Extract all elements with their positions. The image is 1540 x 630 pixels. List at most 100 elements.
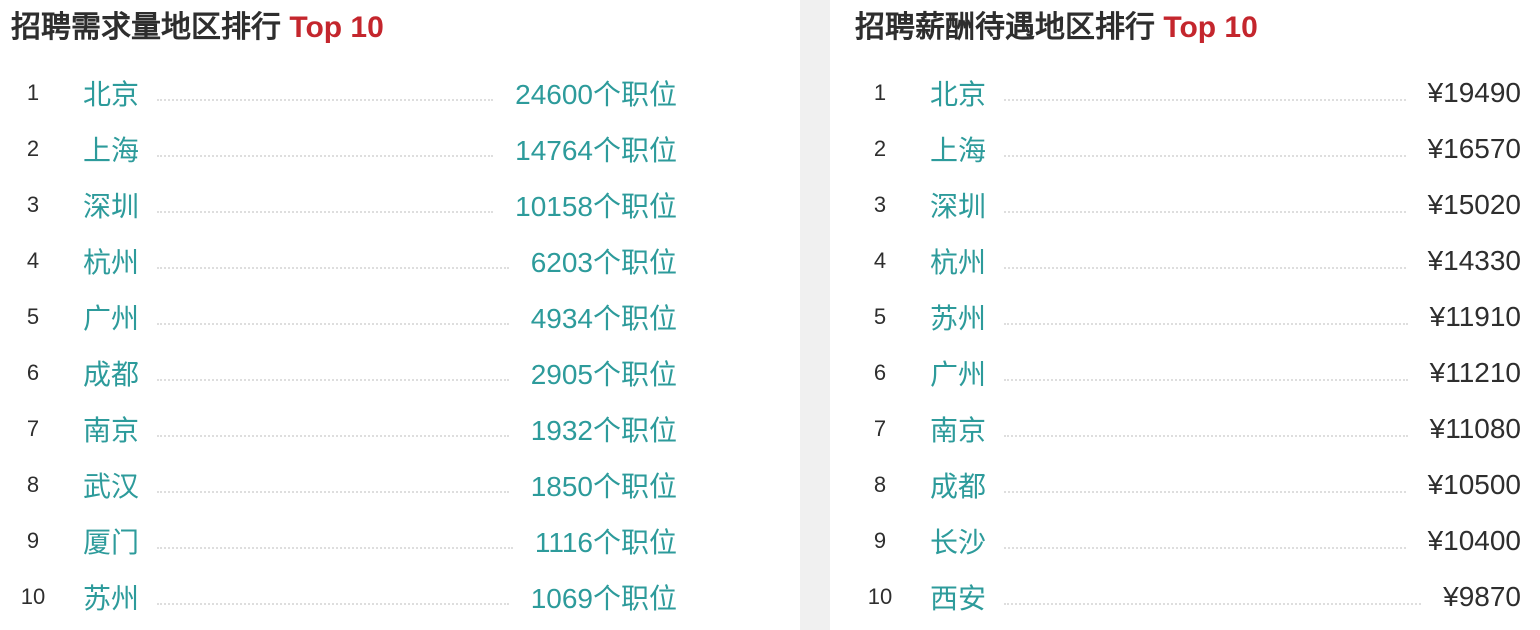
salary-ranking-list: 1 北京 ¥19490 2 上海 ¥16570 3 深圳 ¥15020 4 杭州 ¥14330 5 苏州 ¥… [830, 65, 1540, 625]
city-link[interactable]: 成都 [930, 471, 987, 502]
city-link[interactable]: 上海 [83, 135, 140, 166]
city-link[interactable]: 长沙 [930, 527, 987, 558]
rank-value[interactable]: 14764个职位 [515, 135, 677, 166]
list-item: 3 深圳 ¥15020 [830, 177, 1540, 233]
rank-number: 2 [873, 136, 887, 161]
city-link[interactable]: 深圳 [930, 191, 987, 222]
rank-number: 9 [873, 528, 887, 553]
list-item: 8 成都 ¥10500 [830, 457, 1540, 513]
demand-panel-title: 招聘需求量地区排行 Top 10 [0, 8, 800, 48]
list-item: 6 成都 2905个职位 [0, 345, 800, 401]
rank-value: ¥11910 [1429, 301, 1521, 332]
list-item: 10 西安 ¥9870 [830, 569, 1540, 625]
rank-value: ¥10400 [1427, 525, 1521, 556]
rank-value[interactable]: 2905个职位 [530, 359, 677, 390]
dotted-leader [1004, 491, 1406, 493]
salary-panel-title: 招聘薪酬待遇地区排行 Top 10 [830, 8, 1540, 48]
list-item: 7 南京 ¥11080 [830, 401, 1540, 457]
list-item: 8 武汉 1850个职位 [0, 457, 800, 513]
city-link[interactable]: 上海 [930, 135, 987, 166]
rank-value: ¥15020 [1427, 189, 1521, 220]
dotted-leader [157, 547, 513, 549]
rank-number: 10 [867, 584, 893, 609]
list-item: 6 广州 ¥11210 [830, 345, 1540, 401]
city-link[interactable]: 苏州 [83, 583, 140, 614]
rank-number: 9 [26, 528, 40, 553]
list-item: 9 长沙 ¥10400 [830, 513, 1540, 569]
rank-value[interactable]: 10158个职位 [515, 191, 677, 222]
rank-value: ¥11080 [1429, 413, 1521, 444]
dotted-leader [1004, 99, 1406, 101]
rank-number: 2 [26, 136, 40, 161]
rank-number: 1 [26, 80, 40, 105]
rank-number: 3 [873, 192, 887, 217]
list-item: 4 杭州 ¥14330 [830, 233, 1540, 289]
rank-number: 7 [873, 416, 887, 441]
rank-number: 8 [873, 472, 887, 497]
dotted-leader [157, 211, 494, 213]
rank-value[interactable]: 6203个职位 [530, 247, 677, 278]
rank-number: 3 [26, 192, 40, 217]
list-item: 2 上海 ¥16570 [830, 121, 1540, 177]
dotted-leader [157, 99, 494, 101]
city-link[interactable]: 西安 [930, 583, 987, 614]
city-link[interactable]: 北京 [930, 79, 987, 110]
rank-value[interactable]: 24600个职位 [515, 79, 677, 110]
rank-value[interactable]: 1932个职位 [530, 415, 677, 446]
rank-number: 5 [873, 304, 887, 329]
rank-value[interactable]: 1069个职位 [530, 583, 677, 614]
salary-panel-top10-badge: Top 10 [1163, 11, 1258, 44]
city-link[interactable]: 杭州 [930, 247, 987, 278]
list-item: 3 深圳 10158个职位 [0, 177, 800, 233]
rank-number: 5 [26, 304, 40, 329]
panel-divider [800, 0, 830, 630]
list-item: 7 南京 1932个职位 [0, 401, 800, 457]
demand-ranking-panel: 招聘需求量地区排行 Top 10 1 北京 24600个职位 2 上海 14764个职位 3… [0, 8, 800, 625]
list-item: 9 厦门 1116个职位 [0, 513, 800, 569]
rank-value: ¥10500 [1427, 469, 1521, 500]
city-link[interactable]: 深圳 [83, 191, 140, 222]
city-link[interactable]: 北京 [83, 79, 140, 110]
city-link[interactable]: 成都 [83, 359, 140, 390]
rank-value[interactable]: 1116个职位 [534, 527, 677, 558]
rank-number: 4 [873, 248, 887, 273]
dotted-leader [1004, 435, 1408, 437]
dotted-leader [157, 603, 509, 605]
rank-number: 10 [20, 584, 46, 609]
dotted-leader [1004, 547, 1406, 549]
list-item: 1 北京 ¥19490 [830, 65, 1540, 121]
rank-value: ¥16570 [1427, 133, 1521, 164]
rank-value: ¥9870 [1443, 581, 1521, 612]
demand-panel-top10-badge: Top 10 [289, 11, 384, 44]
salary-ranking-panel: 招聘薪酬待遇地区排行 Top 10 1 北京 ¥19490 2 上海 ¥16570 3 深圳 ¥… [830, 0, 1540, 630]
demand-panel-title-text: 招聘需求量地区排行 [11, 11, 281, 44]
rank-number: 7 [26, 416, 40, 441]
list-item: 1 北京 24600个职位 [0, 65, 800, 121]
rank-value[interactable]: 1850个职位 [530, 471, 677, 502]
dotted-leader [157, 435, 509, 437]
city-link[interactable]: 厦门 [83, 527, 140, 558]
city-link[interactable]: 南京 [930, 415, 987, 446]
rank-number: 6 [873, 360, 887, 385]
list-item: 4 杭州 6203个职位 [0, 233, 800, 289]
list-item: 2 上海 14764个职位 [0, 121, 800, 177]
dotted-leader [157, 323, 509, 325]
dotted-leader [1004, 211, 1406, 213]
list-item: 10 苏州 1069个职位 [0, 569, 800, 625]
rank-number: 6 [26, 360, 40, 385]
rank-number: 1 [873, 80, 887, 105]
list-item: 5 苏州 ¥11910 [830, 289, 1540, 345]
list-item: 5 广州 4934个职位 [0, 289, 800, 345]
city-link[interactable]: 苏州 [930, 303, 987, 334]
dotted-leader [157, 491, 509, 493]
dotted-leader [1004, 155, 1406, 157]
city-link[interactable]: 南京 [83, 415, 140, 446]
city-link[interactable]: 广州 [83, 303, 140, 334]
city-link[interactable]: 广州 [930, 359, 987, 390]
city-link[interactable]: 武汉 [83, 471, 140, 502]
dotted-leader [1004, 379, 1408, 381]
dotted-leader [157, 267, 509, 269]
city-link[interactable]: 杭州 [83, 247, 140, 278]
rank-value[interactable]: 4934个职位 [530, 303, 677, 334]
